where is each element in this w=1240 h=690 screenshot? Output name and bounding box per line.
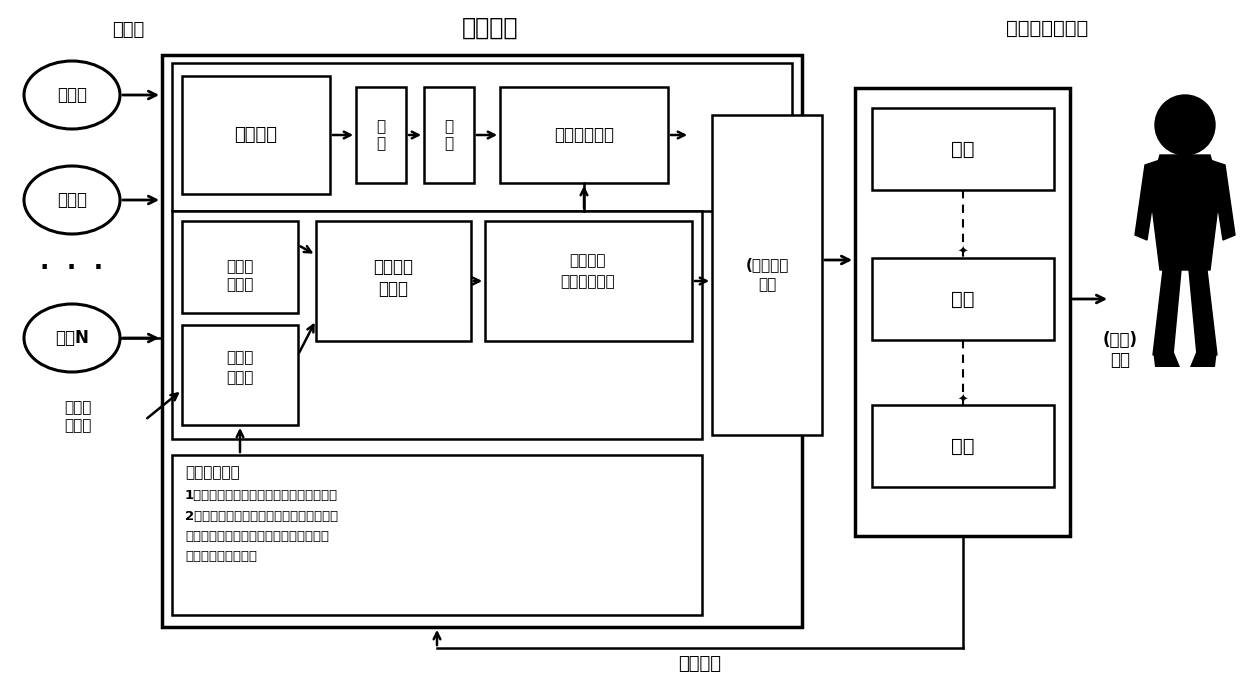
Bar xyxy=(872,108,1054,190)
Text: 相机二: 相机二 xyxy=(57,191,87,209)
Text: 视频流: 视频流 xyxy=(112,21,144,39)
Text: ·  ·  ·: · · · xyxy=(41,256,104,280)
Bar xyxy=(316,221,471,341)
Text: 相机N: 相机N xyxy=(55,329,89,347)
Ellipse shape xyxy=(24,166,120,234)
Bar xyxy=(182,221,298,313)
Text: ✦: ✦ xyxy=(957,393,968,406)
Bar xyxy=(872,258,1054,340)
Text: 用户终端处理器: 用户终端处理器 xyxy=(1006,19,1089,37)
Polygon shape xyxy=(1153,270,1180,355)
Bar xyxy=(712,115,822,435)
Text: 完整拼接: 完整拼接 xyxy=(234,126,278,144)
Bar xyxy=(356,87,405,183)
Bar xyxy=(172,63,792,211)
Polygon shape xyxy=(1210,160,1235,240)
Polygon shape xyxy=(1149,155,1220,270)
Text: 协助拼: 协助拼 xyxy=(64,400,92,415)
Text: (差异化）: (差异化） xyxy=(745,257,789,273)
Text: (球面)
视频: (球面) 视频 xyxy=(1102,331,1137,369)
Text: 反馈信令: 反馈信令 xyxy=(678,655,722,673)
Text: 协助拼: 协助拼 xyxy=(227,259,254,275)
Bar xyxy=(424,87,474,183)
Polygon shape xyxy=(1153,350,1180,367)
Text: 相机一: 相机一 xyxy=(57,86,87,104)
Text: 编码: 编码 xyxy=(758,277,776,293)
Bar xyxy=(872,405,1054,487)
Text: ✦: ✦ xyxy=(957,246,968,259)
Text: 解码: 解码 xyxy=(951,139,975,159)
Text: 拼接渲染: 拼接渲染 xyxy=(569,253,606,268)
Text: 传输区域决策: 传输区域决策 xyxy=(185,466,239,480)
Ellipse shape xyxy=(24,304,120,372)
Bar xyxy=(182,76,330,194)
Text: 1、根据用户视野信息计算用户视野区域；: 1、根据用户视野信息计算用户视野区域； xyxy=(185,489,339,502)
Text: 传输区域提取: 传输区域提取 xyxy=(560,275,615,290)
Text: 渲
染: 渲 染 xyxy=(444,119,454,151)
Text: 流选择: 流选择 xyxy=(378,280,408,298)
Text: 传输区域提取: 传输区域提取 xyxy=(554,126,614,144)
Polygon shape xyxy=(1135,160,1159,240)
Text: 映
射: 映 射 xyxy=(377,119,386,151)
Polygon shape xyxy=(1189,270,1216,355)
Text: 2、根据用户网络状况信息选择传输方案；: 2、根据用户网络状况信息选择传输方案； xyxy=(185,509,339,522)
Bar xyxy=(856,88,1070,536)
Bar xyxy=(162,55,802,627)
Bar xyxy=(172,211,702,439)
Text: 相关视频: 相关视频 xyxy=(373,258,413,276)
Circle shape xyxy=(1154,95,1215,155)
Bar xyxy=(485,221,692,341)
Text: 映射: 映射 xyxy=(951,290,975,308)
Text: 渲染: 渲染 xyxy=(951,437,975,455)
Text: 域参数: 域参数 xyxy=(227,371,254,386)
Bar xyxy=(182,325,298,425)
Text: 中间节点: 中间节点 xyxy=(461,16,518,40)
Bar xyxy=(500,87,668,183)
Text: 接信令: 接信令 xyxy=(64,419,92,433)
Text: 接信令: 接信令 xyxy=(227,277,254,293)
Ellipse shape xyxy=(24,61,120,129)
Bar xyxy=(172,455,702,615)
Text: 传输区: 传输区 xyxy=(227,351,254,366)
Text: 况信息计算冗余区域: 况信息计算冗余区域 xyxy=(185,551,257,564)
Text: 根据用户终端处理能力信息和用户网络状: 根据用户终端处理能力信息和用户网络状 xyxy=(185,531,329,544)
Polygon shape xyxy=(1190,350,1216,367)
